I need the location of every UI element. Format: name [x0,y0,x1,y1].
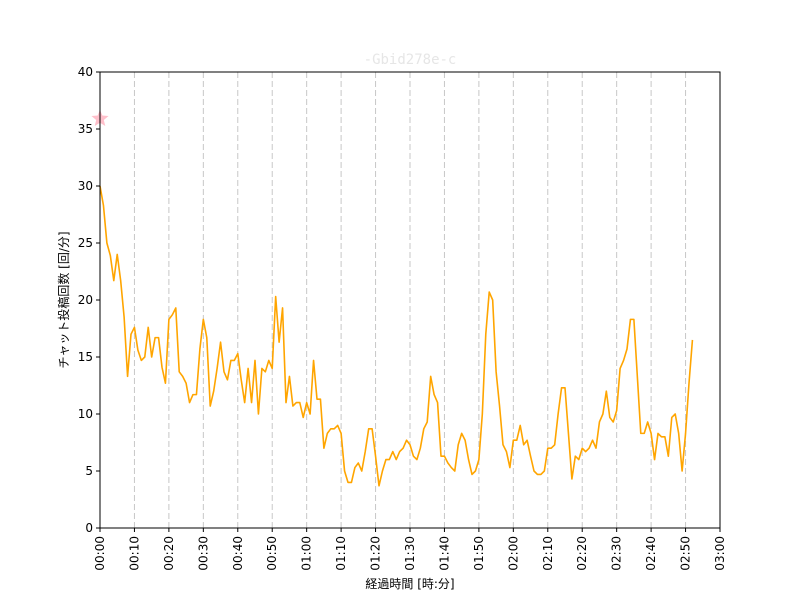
x-tick-label: 02:40 [644,536,658,571]
y-tick-label: 0 [85,521,93,535]
series-group [91,109,694,487]
x-axis-ticks: 00:00 00:10 00:20 00:30 00:40 00:50 01:00 01:10… [93,528,727,571]
x-tick-label: 02:50 [679,536,693,571]
x-tick-label: 00:00 [93,536,107,571]
y-tick-label: 15 [78,350,93,364]
x-tick-label: 01:50 [472,536,486,571]
y-axis-label: チャット投稿回数 [回/分] [56,231,71,368]
x-tick-label: 01:20 [369,536,383,571]
x-tick-label: 00:40 [231,536,245,571]
y-tick-label: 5 [85,464,93,478]
y-tick-label: 20 [78,293,93,307]
y-tick-label: 10 [78,407,93,421]
x-tick-label: 02:30 [610,536,624,571]
x-tick-label: 00:20 [162,536,176,571]
y-tick-label: 30 [78,179,93,193]
x-tick-label: 02:00 [506,536,520,571]
x-tick-label: 01:00 [300,536,314,571]
x-tick-label: 00:10 [127,536,141,571]
y-tick-label: 35 [78,122,93,136]
x-tick-label: 00:50 [265,536,279,571]
x-tick-label: 02:10 [541,536,555,571]
x-tick-label: 01:30 [403,536,417,571]
y-tick-label: 40 [78,65,93,79]
x-axis-label: 経過時間 [時:分] [365,577,454,591]
y-axis-ticks: 0 5 10 15 20 25 30 35 40 [78,65,100,535]
x-tick-label: 03:00 [713,536,727,571]
x-tick-label: 00:30 [196,536,210,571]
x-tick-label: 01:40 [437,536,451,571]
x-tick-label: 01:10 [334,536,348,571]
vertical-gridlines [133,72,687,528]
series-line-0 [99,185,694,487]
chart-title: -Gbid278e-c [364,52,457,68]
x-tick-label: 02:20 [575,536,589,571]
y-tick-label: 25 [78,236,93,250]
